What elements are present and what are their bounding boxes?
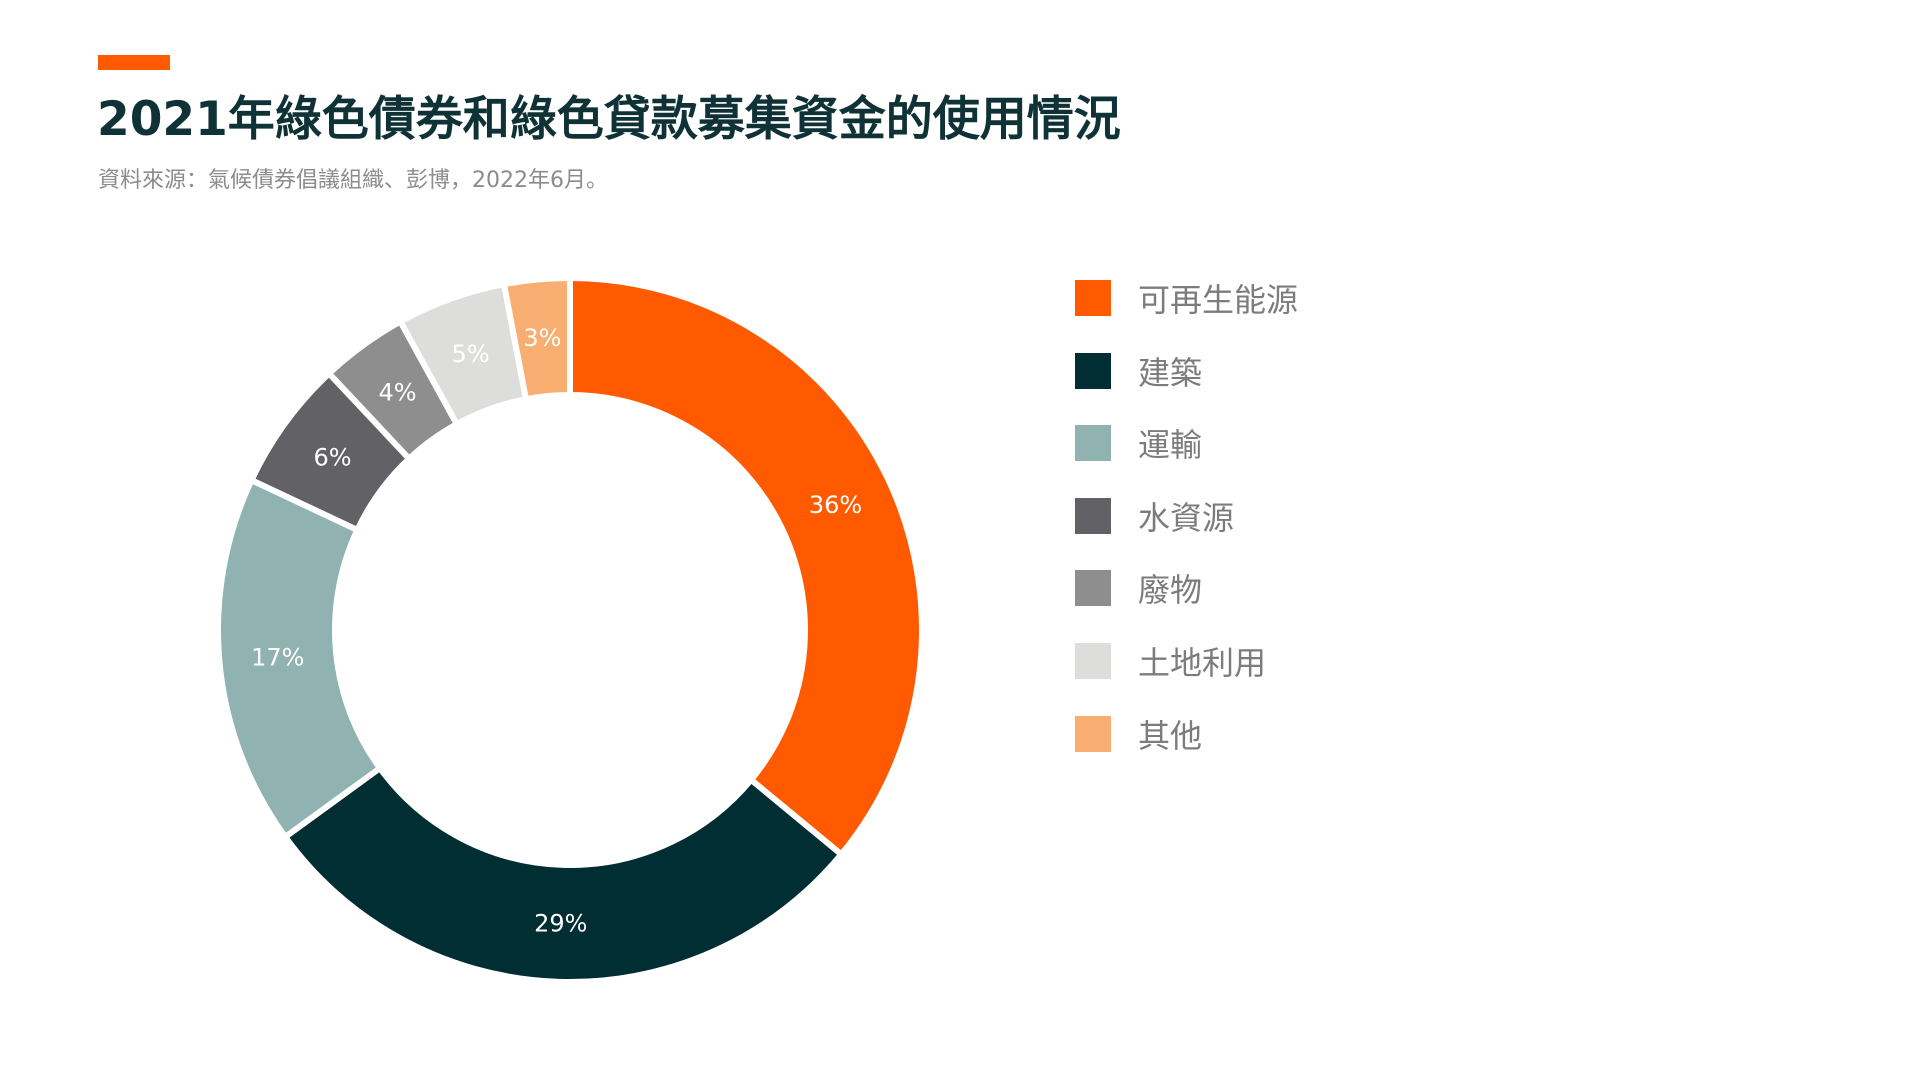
donut-slice-3 [215, 476, 385, 842]
slice-value-label: 36% [809, 491, 862, 519]
donut-slice-1 [567, 274, 925, 859]
slice-value-label: 3% [523, 324, 561, 352]
legend-swatch [1075, 352, 1111, 389]
slice-value-label: 29% [534, 909, 587, 937]
legend-item: 水資源 [1075, 497, 1298, 537]
legend-swatch [1075, 280, 1111, 316]
legend-item: 可再生能源 [1075, 280, 1298, 319]
legend-swatch [1075, 425, 1111, 462]
legend-item: 土地利用 [1075, 642, 1298, 682]
chart-title: 2021年綠色債券和綠色貸款募集資金的使用情況 [97, 92, 1121, 147]
legend-label: 運輸 [1138, 426, 1203, 465]
legend-label: 水資源 [1138, 498, 1235, 537]
legend-label: 廢物 [1138, 571, 1203, 610]
legend-label: 其他 [1138, 716, 1203, 755]
legend-swatch [1075, 570, 1111, 607]
slice-value-label: 5% [452, 340, 490, 368]
donut-slice-7 [500, 274, 573, 403]
slice-value-label: 4% [378, 379, 416, 407]
slice-value-label: 6% [314, 443, 352, 471]
legend-item: 運輸 [1075, 425, 1298, 464]
accent-bar [98, 55, 170, 70]
legend-swatch [1075, 642, 1111, 679]
legend-swatch [1075, 715, 1111, 752]
slice-value-label: 17% [251, 644, 304, 672]
legend-item: 其他 [1075, 715, 1298, 755]
legend-label: 土地利用 [1138, 643, 1267, 682]
chart-source: 資料來源：氣候債券倡議組織、彭博，2022年6月。 [98, 168, 608, 193]
legend-item: 建築 [1075, 352, 1298, 392]
legend-label: 可再生能源 [1138, 281, 1299, 319]
donut-slice-2 [281, 763, 846, 985]
legend-label: 建築 [1138, 353, 1203, 392]
donut-chart: 36% 29% 17% 6% 4% 5% 3% [215, 274, 925, 985]
legend-swatch [1075, 497, 1111, 534]
chart-legend: 可再生能源建築運輸水資源廢物土地利用其他 [1075, 280, 1298, 788]
legend-item: 廢物 [1075, 570, 1298, 609]
